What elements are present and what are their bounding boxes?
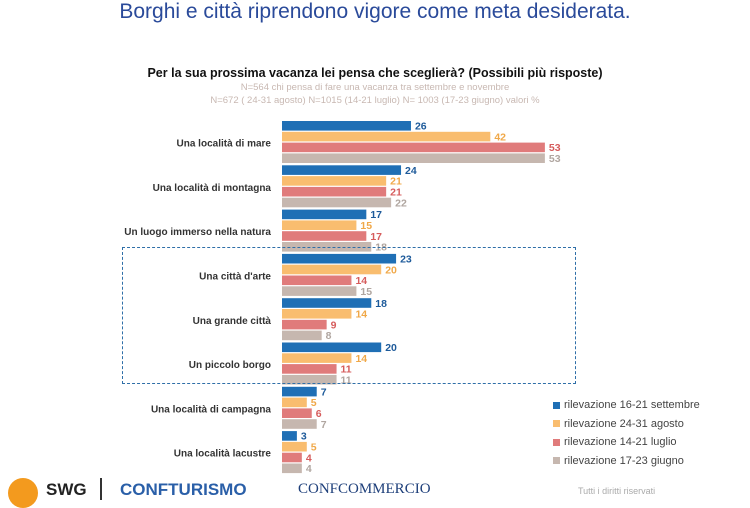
data-label: 26 (415, 121, 427, 133)
data-label: 7 (321, 419, 327, 431)
chart-subtitle-1: N=564 chi pensa di fare una vacanza tra … (240, 82, 510, 93)
slide-title: Borghi e città riprendono vigore come me… (119, 0, 631, 23)
data-label: 23 (400, 254, 412, 266)
bar (282, 397, 307, 408)
bar (282, 176, 387, 186)
legend-item: rilevazione 16-21 settembre (553, 396, 700, 415)
category-label: Una località di mare (177, 139, 272, 150)
bar (282, 342, 382, 353)
bar (282, 121, 411, 131)
data-label: 5 (311, 397, 317, 409)
data-label: 24 (405, 165, 417, 177)
data-label: 53 (549, 153, 561, 165)
bar (282, 165, 402, 175)
legend-swatch (553, 457, 560, 465)
data-label: 5 (311, 442, 317, 454)
data-label: 18 (375, 298, 387, 310)
rights-text: Tutti i diritti riservati (578, 486, 656, 496)
legend-label: rilevazione 24-31 agosto (564, 417, 684, 430)
bar (282, 353, 352, 363)
data-label: 42 (494, 131, 506, 143)
bar (282, 197, 392, 208)
category-label: Una località lacustre (174, 449, 272, 460)
bar (282, 242, 372, 252)
bar (282, 330, 322, 341)
legend-swatch (553, 401, 560, 409)
legend-swatch (553, 420, 560, 428)
data-label: 11 (341, 364, 352, 376)
bar (282, 463, 302, 474)
bar (282, 131, 491, 142)
divider (100, 478, 102, 500)
legend-item: rilevazione 24-31 agosto (553, 415, 700, 434)
bar (282, 231, 367, 241)
legend-label: rilevazione 14-21 luglio (564, 436, 677, 449)
data-label: 21 (390, 187, 402, 199)
data-label: 21 (390, 176, 402, 188)
bar (282, 142, 545, 153)
data-label: 20 (385, 342, 397, 354)
data-label: 15 (360, 220, 372, 232)
data-label: 53 (549, 142, 561, 154)
data-label: 4 (306, 452, 312, 464)
data-label: 11 (341, 375, 352, 387)
bar (282, 441, 307, 452)
chart-subtitle-2: N=672 ( 24-31 agosto) N=1015 (14-21 lugl… (210, 95, 540, 106)
bar (282, 153, 545, 163)
data-label: 9 (331, 319, 337, 331)
bar (282, 319, 327, 330)
bar (282, 408, 312, 418)
bar (282, 364, 337, 374)
data-label: 8 (326, 330, 332, 342)
data-label: 14 (355, 309, 367, 321)
bar (282, 209, 367, 220)
bar (282, 186, 387, 197)
bar (282, 431, 297, 441)
data-label: 4 (306, 463, 312, 475)
data-label: 14 (355, 275, 367, 287)
highlight-box (122, 247, 576, 384)
bar (282, 220, 357, 230)
data-label: 14 (355, 353, 367, 365)
data-label: 20 (385, 264, 397, 276)
data-label: 7 (321, 386, 327, 398)
bar (282, 419, 317, 429)
legend-label: rilevazione 16-21 settembre (564, 399, 700, 412)
bar (282, 275, 352, 286)
bar (282, 386, 317, 397)
data-label: 22 (395, 197, 407, 209)
bar (282, 452, 302, 463)
legend-swatch (553, 438, 560, 446)
bar (282, 286, 357, 296)
category-label: Una città d'arte (199, 272, 271, 283)
bar (282, 309, 352, 319)
confturismo-logo: CONFTURISMO (120, 480, 247, 499)
data-label: 17 (370, 209, 382, 221)
confcommercio-logo: CONFCOMMERCIO (298, 481, 431, 497)
swg-logo-icon (8, 478, 38, 508)
bar (282, 374, 337, 385)
chart-title: Per la sua prossima vacanza lei pensa ch… (147, 66, 603, 80)
legend-item: rilevazione 17-23 giugno (553, 452, 700, 471)
bar (282, 253, 397, 264)
category-label: Una località di montagna (153, 183, 272, 194)
data-label: 3 (301, 431, 307, 443)
category-label: Un piccolo borgo (189, 360, 271, 371)
category-label: Una grande città (193, 316, 272, 327)
category-label: Un luogo immerso nella natura (124, 227, 271, 238)
data-label: 15 (360, 286, 372, 298)
data-label: 6 (316, 408, 322, 420)
legend-label: rilevazione 17-23 giugno (564, 454, 684, 467)
swg-logo: SWG (46, 480, 87, 499)
legend-item: rilevazione 14-21 luglio (553, 433, 700, 452)
category-label: Una località di campagna (151, 404, 271, 415)
data-label: 17 (370, 231, 382, 243)
bar (282, 264, 382, 275)
legend: rilevazione 16-21 settembre rilevazione 2… (553, 396, 700, 470)
bar (282, 298, 372, 308)
